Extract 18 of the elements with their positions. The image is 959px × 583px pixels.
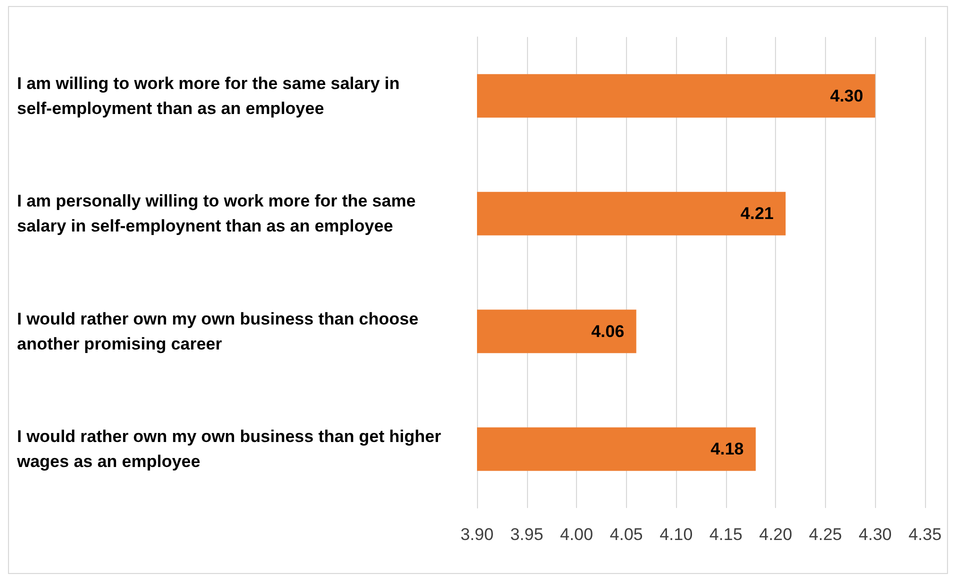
x-tick-label: 4.25 xyxy=(808,525,842,544)
y-tick-label: I would rather own my own business than get higher wages as an employee xyxy=(16,427,446,472)
x-tick-label: 3.95 xyxy=(510,525,544,544)
data-label: 4.30 xyxy=(830,86,864,106)
x-tick-label: 4.20 xyxy=(759,525,792,544)
x-tick-label: 4.05 xyxy=(610,525,643,544)
y-tick-label: I would rather own my own business than choose another promising career xyxy=(17,309,424,354)
data-label: 4.18 xyxy=(710,440,744,459)
x-tick-label: 3.90 xyxy=(460,525,494,544)
y-tick-label: I am willing to work more for the same salary in self-employment than as an employee xyxy=(17,74,404,118)
x-tick-label: 4.10 xyxy=(660,525,693,544)
y-tick-label: I am personally willing to work more for the same salary in self-employnent than as an employee xyxy=(17,192,420,236)
x-tick-label: 4.15 xyxy=(709,525,742,544)
data-label: 4.21 xyxy=(740,204,774,224)
x-tick-label: 4.30 xyxy=(858,525,892,544)
x-tick-label: 4.00 xyxy=(560,525,594,544)
x-tick-label: 4.35 xyxy=(908,525,942,544)
data-label: 4.06 xyxy=(591,322,624,341)
